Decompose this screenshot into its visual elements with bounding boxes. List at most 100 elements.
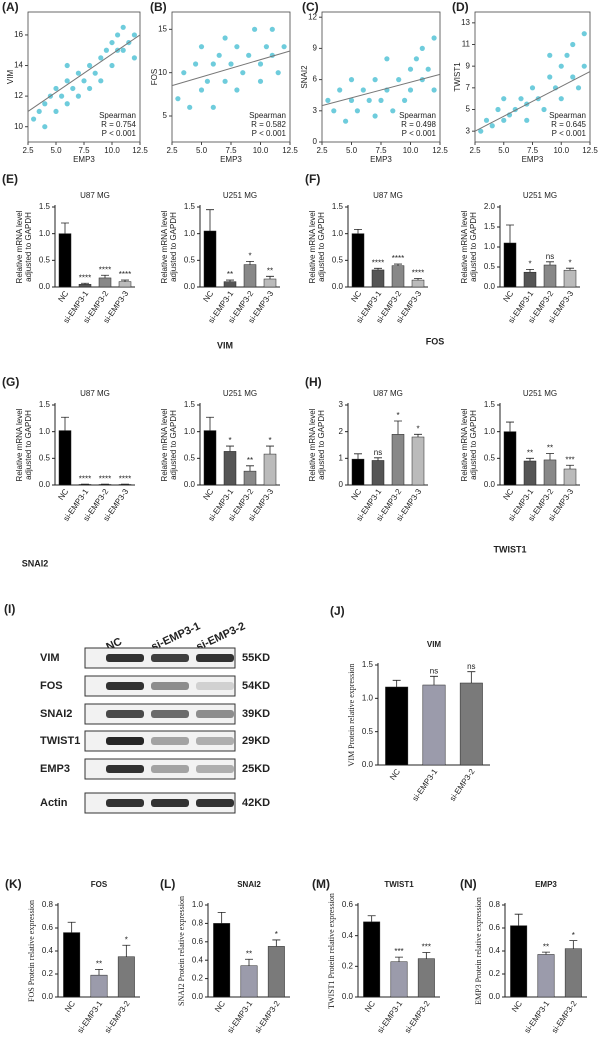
annotation: R = 0.498 bbox=[401, 120, 436, 129]
point bbox=[581, 31, 587, 37]
bar bbox=[58, 233, 72, 288]
y-tick-label: 0.0 bbox=[332, 282, 344, 291]
y-tick-label: 3 bbox=[313, 106, 318, 115]
point bbox=[384, 56, 390, 62]
blot-band bbox=[196, 737, 234, 745]
row-label: FOS bbox=[40, 680, 63, 692]
x-tick-label: si-EMP3-2 bbox=[403, 999, 432, 1035]
x-tick-label: NC bbox=[510, 999, 524, 1014]
x-tick-label: 2.5 bbox=[316, 146, 328, 155]
error-bar bbox=[546, 261, 554, 265]
bar bbox=[411, 436, 425, 486]
point bbox=[489, 123, 495, 129]
point bbox=[64, 62, 70, 69]
point bbox=[524, 117, 530, 123]
y-axis-label: Relative mRNA level bbox=[160, 210, 169, 283]
blot-band bbox=[106, 799, 144, 807]
y-tick-label: 2 bbox=[339, 427, 344, 436]
error-bar bbox=[367, 915, 376, 922]
x-tick-label: 12.5 bbox=[582, 146, 598, 155]
point bbox=[407, 87, 414, 93]
y-tick-label: 0.2 bbox=[192, 974, 204, 983]
point bbox=[87, 85, 93, 92]
chart-title: U87 MG bbox=[80, 191, 110, 200]
point bbox=[257, 78, 264, 84]
y-tick-label: 0.2 bbox=[42, 969, 54, 978]
x-axis-label: EMP3 bbox=[370, 155, 392, 164]
y-tick-label: 6 bbox=[313, 75, 318, 84]
y-tick-label: 9 bbox=[313, 44, 318, 53]
chart-title: U87 MG bbox=[373, 191, 403, 200]
y-tick-label: 0.6 bbox=[42, 923, 54, 932]
blot-band bbox=[106, 682, 144, 690]
bar bbox=[503, 242, 517, 288]
x-tick-label: 5.0 bbox=[50, 146, 62, 155]
blot-band bbox=[196, 765, 234, 773]
point bbox=[281, 44, 287, 50]
error-bar bbox=[354, 229, 362, 234]
error-bar bbox=[245, 958, 253, 966]
error-bar bbox=[374, 457, 382, 461]
error-bar bbox=[566, 464, 574, 469]
y-axis-label: Relative mRNA level bbox=[460, 210, 469, 283]
chart-title: VIM bbox=[427, 640, 442, 649]
row-label: VIM bbox=[40, 652, 60, 664]
error-bar bbox=[206, 209, 214, 231]
y-tick-label: 16 bbox=[14, 30, 23, 39]
x-tick-label: si-EMP3-1 bbox=[376, 999, 405, 1035]
annotation: Spearman bbox=[249, 111, 286, 120]
bar bbox=[223, 281, 237, 288]
y-tick-label: 1 bbox=[339, 453, 344, 462]
error-bar bbox=[514, 913, 523, 926]
significance: ** bbox=[227, 270, 233, 279]
error-bar bbox=[354, 453, 362, 460]
point bbox=[131, 32, 137, 38]
y-tick-label: 0.0 bbox=[484, 282, 496, 291]
x-tick-label: NC bbox=[56, 289, 70, 304]
trend-line bbox=[171, 50, 291, 87]
point bbox=[53, 108, 59, 115]
error-bar bbox=[374, 267, 382, 270]
bar bbox=[90, 974, 108, 998]
significance: ** bbox=[543, 942, 549, 951]
point bbox=[98, 55, 104, 61]
point bbox=[558, 63, 564, 69]
point bbox=[234, 44, 240, 50]
x-tick-label: 5.0 bbox=[346, 146, 358, 155]
band-size: 54KD bbox=[242, 680, 270, 692]
x-tick-label: si-EMP3-1 bbox=[76, 999, 105, 1035]
error-bar bbox=[506, 224, 514, 243]
y-tick-label: 1.5 bbox=[484, 222, 496, 231]
error-bar bbox=[506, 421, 514, 432]
row-label: EMP3 bbox=[40, 763, 70, 775]
trend-line bbox=[321, 73, 441, 107]
blot-band bbox=[151, 654, 189, 662]
x-tick-label: NC bbox=[349, 487, 363, 502]
error-bar bbox=[422, 952, 431, 959]
error-bar bbox=[122, 944, 131, 957]
y-axis-label: adjusted to GAPDH bbox=[317, 212, 326, 282]
point bbox=[390, 108, 396, 114]
point bbox=[115, 32, 121, 38]
y-tick-label: 0.4 bbox=[489, 946, 501, 955]
bar bbox=[351, 458, 365, 486]
blot-band bbox=[196, 799, 234, 807]
annotation: R = 0.645 bbox=[551, 120, 586, 129]
y-tick-label: 1.5 bbox=[39, 400, 51, 409]
y-axis-label: adjusted to GAPDH bbox=[469, 410, 478, 480]
x-tick-label: 10.0 bbox=[253, 146, 269, 155]
point bbox=[331, 108, 337, 114]
error-bar bbox=[542, 951, 550, 955]
x-tick-label: 10.0 bbox=[403, 146, 419, 155]
point bbox=[198, 44, 205, 50]
error-bar bbox=[226, 445, 234, 452]
point bbox=[75, 93, 81, 99]
y-tick-label: 10 bbox=[158, 68, 167, 77]
blot-band bbox=[106, 765, 144, 773]
point bbox=[216, 52, 222, 58]
y-axis-label: TWIST1 Protein relative expression bbox=[327, 893, 336, 1009]
gene-caption: SNAI2 bbox=[22, 558, 49, 568]
x-tick-label: NC bbox=[388, 767, 402, 782]
bar bbox=[117, 956, 135, 998]
bar bbox=[63, 932, 81, 998]
